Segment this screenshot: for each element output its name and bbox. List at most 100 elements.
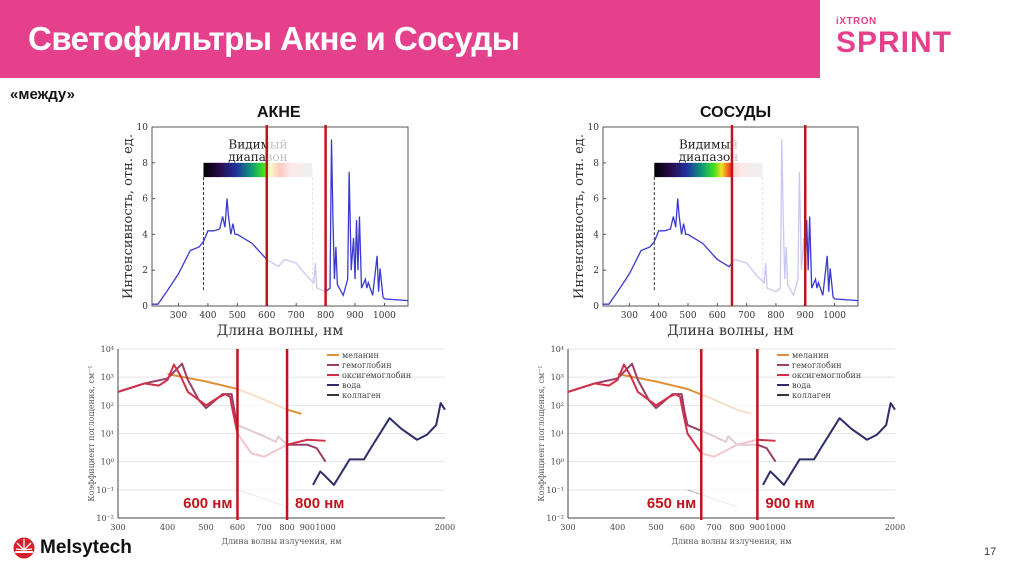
vessels-spectrum-xlabel: Длина волны, нм: [667, 323, 794, 339]
acne-absorption-xtick-label: 400: [160, 523, 175, 532]
acne-spectrum-ytick-label: 2: [142, 266, 148, 276]
acne-absorption-xtick-label: 300: [110, 523, 125, 532]
acne-absorption-ytick-label: 10¹: [101, 430, 114, 439]
company-name: Melsytech: [40, 537, 132, 558]
vessels-spectrum-xtick-label: 800: [767, 311, 784, 321]
acne-spectrum-xtick-label: 500: [229, 311, 246, 321]
vessels-absorption-ytick-label: 10²: [551, 401, 564, 410]
acne-absorption-xtick-label: 900: [300, 523, 315, 532]
acne-absorption-curve-oxyhemoglobin: [117, 363, 326, 458]
vessels-spectrum-ytick-label: 2: [593, 266, 599, 276]
vessels-absorption-ytick-label: 10⁴: [551, 345, 564, 354]
page-title: Светофильтры Акне и Сосуды: [28, 20, 520, 57]
vessels-absorption-legend-label: вода: [792, 381, 811, 390]
acne-absorption-xtick-label: 500: [198, 523, 213, 532]
vessels-spectrum-band-label-1: Видимый: [679, 137, 738, 151]
vessels-spectrum-ytick-label: 0: [593, 302, 599, 312]
acne-absorption-filtered-region: [238, 349, 287, 517]
acne-absorption-ytick-label: 10²: [101, 401, 114, 410]
vessels-spectrum-ytick-label: 6: [593, 195, 599, 205]
subtitle: «между»: [10, 86, 75, 103]
acne-absorption-curve-water: [312, 402, 446, 486]
acne-absorption-legend-label: гемоглобин: [342, 361, 392, 370]
vessels-absorption-ytick-label: 10⁰: [551, 458, 564, 467]
vessels-absorption-xtick-label: 400: [610, 523, 625, 532]
vessels-absorption-ytick-label: 10³: [551, 373, 564, 382]
acne-absorption-xlabel: Длина волны излучения, нм: [221, 537, 341, 546]
vessels-absorption-xtick-label: 300: [560, 523, 575, 532]
acne-absorption-ytick-label: 10⁻²: [96, 514, 114, 523]
acne-spectrum-xtick-label: 800: [317, 311, 334, 321]
acne-absorption-ytick-label: 10³: [101, 373, 114, 382]
acne-spectrum-xtick-label: 1000: [373, 311, 396, 321]
panel-title-acne: АКНЕ: [257, 104, 301, 121]
vessels-spectrum-ytick-label: 8: [593, 159, 599, 169]
panel-title-vessels: СОСУДЫ: [700, 104, 772, 121]
acne-absorption-legend-label: коллаген: [342, 391, 381, 400]
vessels-absorption-xtick-label: 2000: [885, 523, 905, 532]
brand-logo-small: iXTRON: [836, 16, 877, 27]
vessels-spectrum-xtick-label: 1000: [823, 311, 846, 321]
header-bar: Светофильтры Акне и Сосуды: [0, 0, 820, 78]
vessels-absorption-legend-label: меланин: [792, 351, 829, 360]
vessels-spectrum-ytick-label: 10: [588, 123, 600, 133]
acne-absorption-filter-high-label: 800 нм: [295, 495, 344, 512]
acne-spectrum-xtick-label: 400: [199, 311, 216, 321]
vessels-absorption-ytick-label: 10⁻¹: [546, 486, 564, 495]
vessels-spectrum-xtick-label: 700: [738, 311, 755, 321]
acne-absorption-ytick-label: 10⁴: [101, 345, 114, 354]
vessels-absorption-xtick-label: 1000: [765, 523, 785, 532]
acne-absorption-legend-label: меланин: [342, 351, 379, 360]
acne-spectrum-ytick-label: 0: [142, 302, 148, 312]
acne-spectrum-ytick-label: 10: [137, 123, 149, 133]
acne-spectrum-ytick-label: 6: [142, 195, 148, 205]
page-number: 17: [984, 546, 997, 558]
vessels-absorption-xtick-label: 900: [750, 523, 765, 532]
vessels-absorption-xtick-label: 700: [706, 523, 721, 532]
vessels-absorption-curve-water: [762, 402, 896, 486]
acne-absorption-xtick-label: 800: [279, 523, 294, 532]
vessels-spectrum-xtick-label: 600: [709, 311, 726, 321]
acne-spectrum-xlabel: Длина волны, нм: [217, 323, 344, 339]
vessels-absorption-ytick-label: 10⁻²: [546, 514, 564, 523]
acne-absorption-xtick-label: 2000: [435, 523, 455, 532]
acne-spectrum-xtick-label: 300: [170, 311, 187, 321]
vessels-absorption-xlabel: Длина волны излучения, нм: [671, 537, 791, 546]
vessels-spectrum-xtick-label: 300: [621, 311, 638, 321]
vessels-absorption-filtered-region: [702, 349, 757, 517]
brand-logo-big: SPRINT: [836, 26, 953, 59]
acne-spectrum-xtick-label: 600: [258, 311, 275, 321]
vessels-absorption-legend-label: оксигемоглобин: [792, 371, 861, 380]
acne-spectrum-ytick-label: 4: [142, 230, 148, 240]
acne-spectrum-xtick-label: 900: [346, 311, 363, 321]
acne-spectrum-ytick-label: 8: [142, 159, 148, 169]
acne-absorption-xtick-label: 600: [230, 523, 245, 532]
vessels-spectrum-ylabel: Интенсивность, отн. ед.: [572, 134, 587, 299]
acne-absorption-xtick-label: 1000: [315, 523, 335, 532]
acne-absorption-legend-label: вода: [342, 381, 361, 390]
acne-absorption-xtick-label: 700: [256, 523, 271, 532]
acne-spectrum-ylabel: Интенсивность, отн. ед.: [121, 134, 136, 299]
vessels-absorption-ylabel: Коэффициент поглощения, см⁻¹: [537, 365, 546, 501]
vessels-spectrum-filtered-region: [732, 128, 805, 305]
vessels-spectrum-plot-frame: [602, 126, 859, 307]
vessels-spectrum-band-label-2: диапазон: [679, 150, 738, 164]
melsytech-logo-icon: [13, 537, 35, 559]
vessels-spectrum-ytick-label: 4: [593, 230, 599, 240]
vessels-absorption-xtick-label: 500: [648, 523, 663, 532]
vessels-absorption-filter-low-label: 650 нм: [647, 495, 696, 512]
vessels-spectrum-xtick-label: 400: [650, 311, 667, 321]
company-logo: Melsytech: [13, 537, 132, 559]
vessels-spectrum-xtick-label: 900: [797, 311, 814, 321]
acne-spectrum-filtered-region: [267, 128, 325, 305]
vessels-absorption-xtick-label: 600: [680, 523, 695, 532]
vessels-absorption-ytick-label: 10¹: [551, 430, 564, 439]
acne-absorption-ytick-label: 10⁻¹: [96, 486, 114, 495]
acne-absorption-legend-label: оксигемоглобин: [342, 371, 411, 380]
vessels-absorption-legend-label: коллаген: [792, 391, 831, 400]
acne-absorption-ytick-label: 10⁰: [101, 458, 114, 467]
brand-logo: iXTRON SPRINT: [836, 16, 952, 58]
acne-spectrum-plot-frame: [151, 126, 409, 307]
acne-absorption-ylabel: Коэффициент поглощения, см⁻¹: [87, 365, 96, 501]
